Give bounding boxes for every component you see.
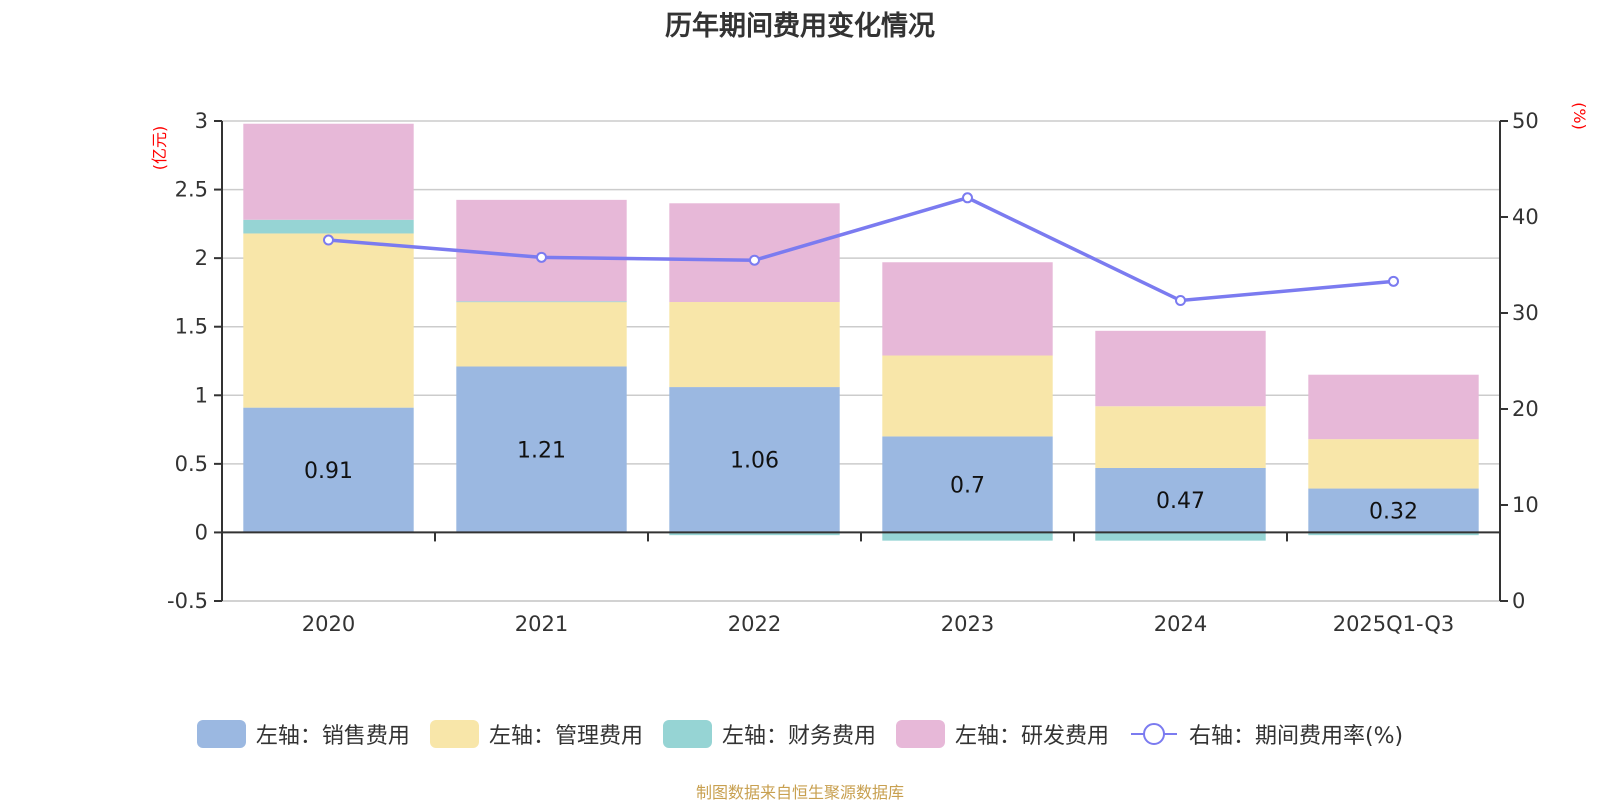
bar-data-label: 0.7 xyxy=(950,473,985,498)
legend-item-sales[interactable]: 左轴：销售费用 xyxy=(196,718,410,750)
expense-rate-line xyxy=(328,195,1394,303)
left-axis-tick-label: 0 xyxy=(195,520,208,544)
legend-item-finance[interactable]: 左轴：财务费用 xyxy=(662,718,876,750)
bar-segment xyxy=(1308,532,1479,536)
legend-swatch-rnd xyxy=(895,720,945,748)
bar-segment xyxy=(882,262,1053,356)
right-axis-tick-label: 10 xyxy=(1512,493,1539,517)
bar-segment xyxy=(1095,406,1266,468)
bar-segment xyxy=(1308,439,1479,489)
right-axis-unit: (%) xyxy=(1570,102,1589,130)
bar-data-label: 1.06 xyxy=(730,449,779,474)
legend-swatch-sales xyxy=(196,720,246,748)
bar-segment xyxy=(1095,467,1266,533)
x-axis-tick-label: 2021 xyxy=(515,612,568,636)
bar-data-label: 0.91 xyxy=(304,459,353,484)
left-axis-tick-label: 1.5 xyxy=(175,315,208,339)
bar-segment xyxy=(243,123,414,220)
bar-segment xyxy=(669,387,840,533)
line-layer xyxy=(323,192,1399,307)
bar-segment xyxy=(1095,532,1266,541)
bar-segment xyxy=(456,301,627,303)
bar-data-label: 1.21 xyxy=(517,438,566,463)
bar-segment xyxy=(669,203,840,303)
right-axis-tick-label: 40 xyxy=(1512,205,1539,229)
x-axis-tick-label: 2024 xyxy=(1154,612,1207,636)
legend-label: 左轴：管理费用 xyxy=(488,724,643,749)
right-axis-tick-label: 30 xyxy=(1512,301,1539,325)
bar-data-label: 0.47 xyxy=(1156,489,1205,514)
bar-data-label: 0.32 xyxy=(1369,499,1418,524)
bar-segment xyxy=(243,407,414,533)
legend-label: 左轴：研发费用 xyxy=(954,724,1109,749)
right-axis-tick-label: 20 xyxy=(1512,397,1539,421)
legend-item-admin[interactable]: 左轴：管理费用 xyxy=(429,718,643,750)
bar-segment xyxy=(456,366,627,533)
bar-segment xyxy=(669,532,840,536)
bar-segment xyxy=(882,355,1053,437)
bar-segment xyxy=(882,532,1053,541)
expense-rate-point xyxy=(1388,275,1399,287)
left-axis-tick-label: 2 xyxy=(195,246,208,270)
bar-segment xyxy=(882,436,1053,533)
legend-item-expense-rate[interactable]: 右轴：期间费用率(%) xyxy=(1129,718,1403,750)
grid-lines xyxy=(222,120,1500,602)
left-axis-tick-label: -0.5 xyxy=(167,589,208,613)
legend: 左轴：销售费用 左轴：管理费用 左轴：财务费用 左轴：研发费用 右轴：期间费用率… xyxy=(0,718,1600,750)
left-axis-tick-label: 1 xyxy=(195,383,208,407)
line-marker-icon xyxy=(1130,723,1177,745)
expense-rate-point xyxy=(323,234,334,246)
legend-swatch-admin xyxy=(429,720,479,748)
left-axis-tick-label: 3 xyxy=(195,109,208,133)
bar-segment xyxy=(243,233,414,408)
expense-rate-point xyxy=(536,251,547,263)
bar-segment xyxy=(456,199,627,302)
legend-swatch-finance xyxy=(662,720,712,748)
data-labels: 0.91 1.21 1.06 0.7 0.47 0.32 xyxy=(304,438,1418,524)
legend-item-rnd[interactable]: 左轴：研发费用 xyxy=(895,718,1109,750)
expense-rate-point xyxy=(1175,295,1186,307)
bar-segment xyxy=(243,219,414,234)
x-axis-tick-label: 2025Q1-Q3 xyxy=(1333,612,1455,636)
left-axis-tick-label: 0.5 xyxy=(175,452,208,476)
bar-segment xyxy=(1308,374,1479,440)
expense-rate-point xyxy=(962,192,973,204)
left-axis-unit: (亿元) xyxy=(150,126,169,171)
chart-title: 历年期间费用变化情况 xyxy=(665,11,935,42)
bar-layer xyxy=(243,123,1479,541)
expense-rate-point xyxy=(749,254,760,266)
legend-label: 右轴：期间费用率(%) xyxy=(1188,724,1404,749)
right-axis-tick-label: 50 xyxy=(1512,109,1539,133)
data-source-note: 制图数据来自恒生聚源数据库 xyxy=(695,783,904,802)
bar-segment xyxy=(1308,488,1479,533)
legend-label: 左轴：财务费用 xyxy=(721,724,876,749)
left-axis-tick-label: 2.5 xyxy=(175,178,208,202)
x-axis-tick-label: 2022 xyxy=(728,612,781,636)
x-axis-tick-label: 2020 xyxy=(302,612,355,636)
legend-label: 左轴：销售费用 xyxy=(255,724,410,749)
bar-segment xyxy=(1095,330,1266,407)
bar-segment xyxy=(669,302,840,388)
right-axis-tick-label: 0 xyxy=(1512,589,1525,613)
x-axis-tick-label: 2023 xyxy=(941,612,994,636)
bar-segment xyxy=(456,302,627,367)
